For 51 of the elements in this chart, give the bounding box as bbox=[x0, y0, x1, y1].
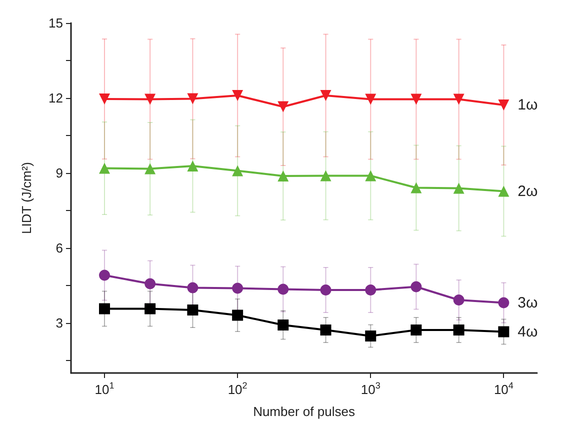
point bbox=[144, 163, 156, 174]
point bbox=[278, 101, 289, 112]
point bbox=[99, 162, 110, 174]
point bbox=[232, 90, 244, 101]
point bbox=[232, 282, 244, 294]
point bbox=[410, 182, 422, 194]
point bbox=[365, 170, 376, 182]
series-label: 4ω bbox=[518, 323, 538, 340]
point bbox=[278, 170, 289, 182]
point bbox=[232, 310, 244, 321]
point bbox=[453, 182, 464, 194]
point bbox=[99, 94, 110, 104]
point bbox=[410, 324, 422, 336]
point bbox=[320, 284, 332, 296]
point bbox=[498, 100, 510, 110]
point bbox=[278, 284, 289, 295]
point bbox=[320, 170, 332, 182]
point bbox=[144, 94, 156, 105]
point bbox=[410, 281, 422, 292]
point bbox=[99, 270, 110, 281]
point bbox=[498, 297, 510, 308]
point bbox=[99, 303, 110, 314]
series-label: 3ω bbox=[518, 294, 538, 312]
point bbox=[453, 94, 464, 105]
point bbox=[187, 282, 198, 294]
y-tick-label: 12 bbox=[48, 90, 63, 106]
point bbox=[187, 304, 198, 316]
point bbox=[278, 320, 289, 330]
series-label: 2ω bbox=[518, 182, 538, 200]
point bbox=[144, 303, 156, 314]
y-axis-title: LIDT (J/cm²) bbox=[19, 162, 34, 234]
y-tick-label: 9 bbox=[56, 166, 63, 180]
y-tick-label: 6 bbox=[56, 240, 63, 256]
point bbox=[365, 284, 376, 296]
point bbox=[365, 94, 376, 105]
point bbox=[187, 160, 198, 172]
point bbox=[144, 278, 156, 290]
point bbox=[410, 94, 422, 105]
series-label: 1ω bbox=[518, 96, 538, 114]
point bbox=[453, 294, 464, 306]
point bbox=[232, 165, 244, 176]
point bbox=[498, 186, 510, 197]
y-tick-label: 3 bbox=[56, 316, 63, 330]
point bbox=[320, 90, 332, 101]
point bbox=[453, 324, 464, 336]
x-axis-title: Number of pulses bbox=[253, 404, 356, 419]
point bbox=[365, 330, 376, 342]
point bbox=[187, 93, 198, 104]
point bbox=[498, 326, 510, 338]
point bbox=[320, 324, 332, 336]
y-tick-label: 15 bbox=[48, 16, 63, 30]
